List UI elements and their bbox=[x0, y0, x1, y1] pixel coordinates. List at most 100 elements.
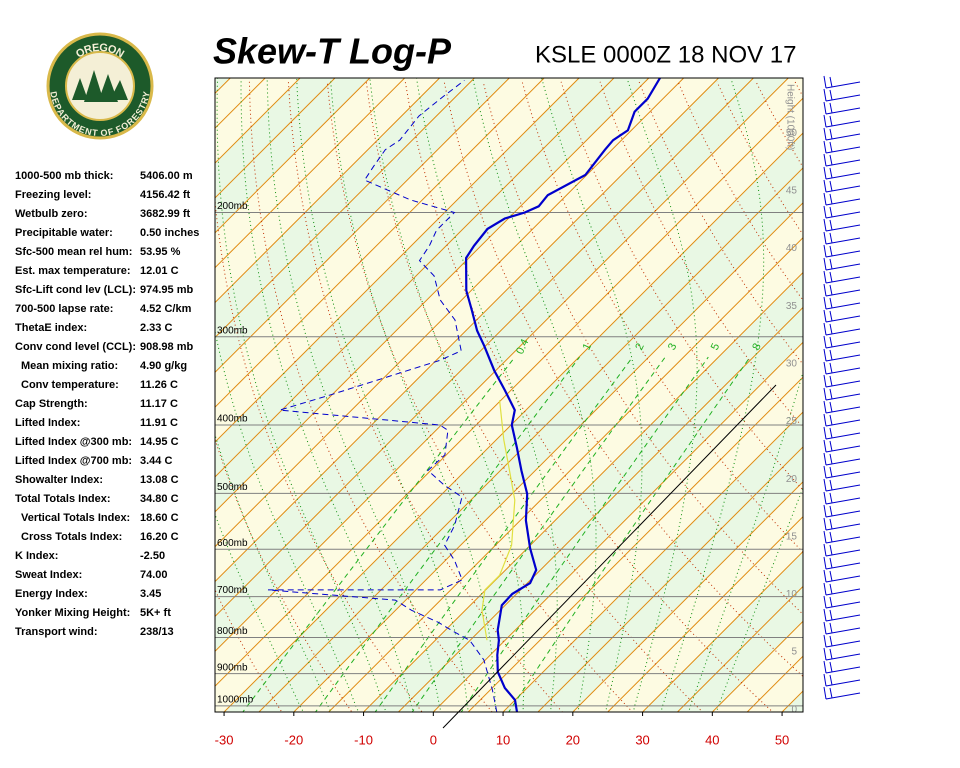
wind-barb bbox=[823, 127, 861, 141]
chart-subtitle: KSLE 0000Z 18 NOV 17 bbox=[535, 41, 797, 68]
y2-tick-label: 40 bbox=[786, 243, 798, 254]
wind-barb bbox=[823, 218, 861, 232]
isotherm bbox=[215, 78, 336, 199]
index-label: Lifted Index @300 mb: bbox=[15, 436, 132, 448]
mixing-ratio-label: 2 bbox=[633, 341, 646, 352]
index-value: 4.90 g/kg bbox=[140, 360, 187, 372]
x-tick-label: 50 bbox=[775, 732, 789, 747]
wind-barb bbox=[823, 530, 861, 544]
y-tick-label: 600mb bbox=[217, 538, 248, 549]
mixing-ratio-line bbox=[411, 356, 666, 712]
x-tick-label: 10 bbox=[496, 732, 510, 747]
index-value: 974.95 mb bbox=[140, 284, 193, 296]
y-tick-label: 800mb bbox=[217, 626, 248, 637]
wind-barb bbox=[823, 140, 861, 154]
y-tick-label: 300mb bbox=[217, 325, 248, 336]
isotherm bbox=[502, 411, 803, 712]
plot: 0.4 1 2 3 5 8200mb300mb400mb500mb600mb700mb80… bbox=[215, 78, 803, 747]
dry-adiabat bbox=[912, 82, 960, 721]
indices-panel: 1000-500 mb thick: 5406.00 m Freezing leve… bbox=[15, 170, 199, 638]
isotherm bbox=[215, 78, 371, 234]
index-label: Lifted Index @700 mb: bbox=[15, 455, 132, 467]
y2-tick-label: 30 bbox=[786, 359, 798, 370]
index-label: Conv cond level (CCL): bbox=[15, 341, 136, 353]
index-label: Conv temperature: bbox=[21, 379, 119, 391]
index-label: Yonker Mixing Height: bbox=[15, 607, 130, 619]
wind-barb bbox=[823, 608, 861, 622]
wind-barb bbox=[823, 660, 861, 674]
index-value: 2.33 C bbox=[140, 322, 172, 334]
y-tick-label: 500mb bbox=[217, 482, 248, 493]
wind-barb bbox=[823, 478, 861, 492]
index-label: Freezing level: bbox=[15, 189, 91, 201]
index-value: 74.00 bbox=[140, 569, 168, 581]
y2-tick-label: 0 bbox=[791, 704, 797, 715]
wind-barb bbox=[823, 387, 861, 401]
wind-barb bbox=[823, 244, 861, 258]
index-label: Transport wind: bbox=[15, 626, 98, 638]
wind-barb bbox=[823, 257, 861, 271]
index-label: ThetaE index: bbox=[15, 322, 87, 334]
y2-axis-label: Height (1000ft) bbox=[784, 84, 795, 150]
wind-barb bbox=[823, 517, 861, 531]
dry-adiabat bbox=[215, 437, 353, 712]
index-label: 700-500 lapse rate: bbox=[15, 303, 113, 315]
wind-barb bbox=[823, 283, 861, 297]
isotherm bbox=[572, 481, 803, 712]
index-value: 34.80 C bbox=[140, 493, 179, 505]
index-value: 18.60 C bbox=[140, 512, 179, 524]
moist-adiabat bbox=[215, 433, 332, 712]
wind-barb bbox=[823, 491, 861, 505]
isotherm bbox=[215, 78, 511, 374]
isotherm-band bbox=[0, 62, 176, 721]
y-tick-label: 700mb bbox=[217, 585, 248, 596]
isotherm bbox=[223, 132, 803, 712]
isotherm bbox=[432, 341, 803, 712]
isotherm bbox=[676, 585, 803, 712]
index-value: 13.08 C bbox=[140, 474, 179, 486]
y-tick-label: 1000mb bbox=[217, 695, 254, 706]
dry-adiabat bbox=[248, 81, 493, 712]
dry-adiabat bbox=[365, 81, 704, 712]
index-label: Sweat Index: bbox=[15, 569, 82, 581]
wind-barb bbox=[823, 348, 861, 362]
wind-barb bbox=[823, 634, 861, 648]
isotherm bbox=[215, 78, 580, 443]
isotherm bbox=[215, 78, 790, 653]
index-label: K Index: bbox=[15, 550, 58, 562]
wind-barb bbox=[823, 439, 861, 453]
isotherm bbox=[397, 306, 803, 712]
mixing-ratio-label: 0.4 bbox=[514, 337, 531, 356]
index-value: 3.45 bbox=[140, 588, 161, 600]
wind-barb bbox=[823, 296, 861, 310]
wind-barb bbox=[823, 595, 861, 609]
wind-barb bbox=[823, 309, 861, 323]
index-value: 908.98 mb bbox=[140, 341, 193, 353]
index-value: 11.91 C bbox=[140, 417, 178, 429]
isotherm bbox=[641, 550, 803, 712]
isotherm bbox=[258, 167, 803, 712]
moist-adiabat bbox=[240, 78, 415, 712]
isotherm bbox=[215, 78, 476, 339]
mixing-ratio-label: 8 bbox=[750, 341, 763, 352]
index-value: 238/13 bbox=[140, 626, 174, 638]
index-label: Lifted Index: bbox=[15, 417, 80, 429]
wind-barb bbox=[823, 192, 861, 206]
y2-tick-label: 10 bbox=[786, 589, 798, 600]
logo-top-text: OREGON bbox=[74, 42, 126, 61]
y2-tick-label: 20 bbox=[786, 474, 798, 485]
wind-barb bbox=[823, 114, 861, 128]
y2-tick-label: 50 bbox=[786, 128, 798, 139]
wind-barb bbox=[823, 413, 861, 427]
x-tick-label: 0 bbox=[430, 732, 437, 747]
isotherm bbox=[293, 202, 803, 712]
x-tick-label: -30 bbox=[215, 732, 234, 747]
isotherm bbox=[467, 376, 803, 712]
wind-barb bbox=[823, 465, 861, 479]
dry-adiabat bbox=[951, 82, 960, 721]
isotherm-band bbox=[215, 78, 231, 94]
y2-tick-label: 15 bbox=[786, 531, 798, 542]
index-value: 11.17 C bbox=[140, 398, 178, 410]
logo-trees bbox=[72, 70, 128, 102]
